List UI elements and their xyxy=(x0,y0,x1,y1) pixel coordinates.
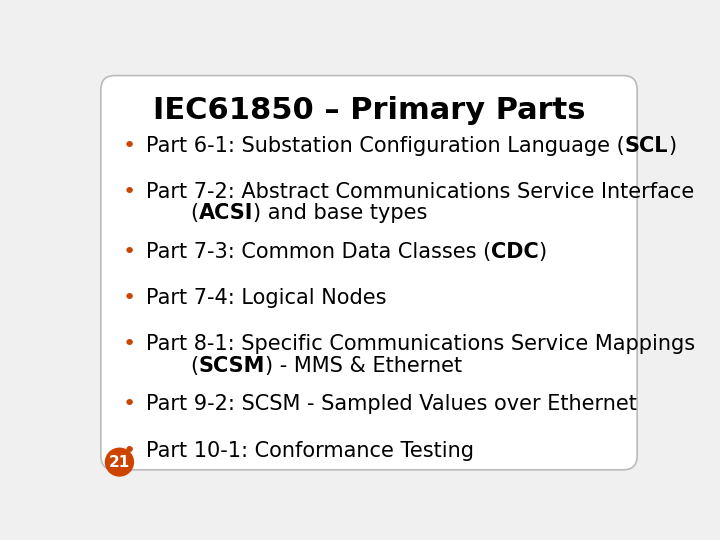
Text: CDC: CDC xyxy=(491,242,539,262)
Text: ): ) xyxy=(668,136,676,156)
Text: •: • xyxy=(122,288,136,308)
Text: Part 8-1: Specific Communications Service Mappings: Part 8-1: Specific Communications Servic… xyxy=(145,334,695,354)
Text: •: • xyxy=(122,182,136,202)
FancyBboxPatch shape xyxy=(101,76,637,470)
Text: (: ( xyxy=(191,356,199,376)
Text: ): ) xyxy=(539,242,547,262)
Text: •: • xyxy=(122,242,136,262)
Text: SCL: SCL xyxy=(624,136,668,156)
Text: Part 10-1: Conformance Testing: Part 10-1: Conformance Testing xyxy=(145,441,474,461)
Text: Part 7-3: Common Data Classes (: Part 7-3: Common Data Classes ( xyxy=(145,242,491,262)
Text: ) and base types: ) and base types xyxy=(253,204,428,224)
Text: (: ( xyxy=(191,204,199,224)
Text: Part 9-2: SCSM - Sampled Values over Ethernet: Part 9-2: SCSM - Sampled Values over Eth… xyxy=(145,394,636,414)
Circle shape xyxy=(106,448,133,476)
Text: Part 6-1: Substation Configuration Language (: Part 6-1: Substation Configuration Langu… xyxy=(145,136,624,156)
Text: SCSM: SCSM xyxy=(199,356,265,376)
Text: •: • xyxy=(122,441,136,461)
Text: Part 7-2: Abstract Communications Service Interface: Part 7-2: Abstract Communications Servic… xyxy=(145,182,694,202)
Text: 21: 21 xyxy=(109,455,130,470)
Text: IEC61850 – Primary Parts: IEC61850 – Primary Parts xyxy=(153,96,585,125)
Text: •: • xyxy=(122,394,136,414)
Text: Part 7-4: Logical Nodes: Part 7-4: Logical Nodes xyxy=(145,288,387,308)
Text: •: • xyxy=(122,334,136,354)
Text: •: • xyxy=(122,136,136,156)
Text: ) - MMS & Ethernet: ) - MMS & Ethernet xyxy=(265,356,462,376)
Text: ACSI: ACSI xyxy=(199,204,253,224)
